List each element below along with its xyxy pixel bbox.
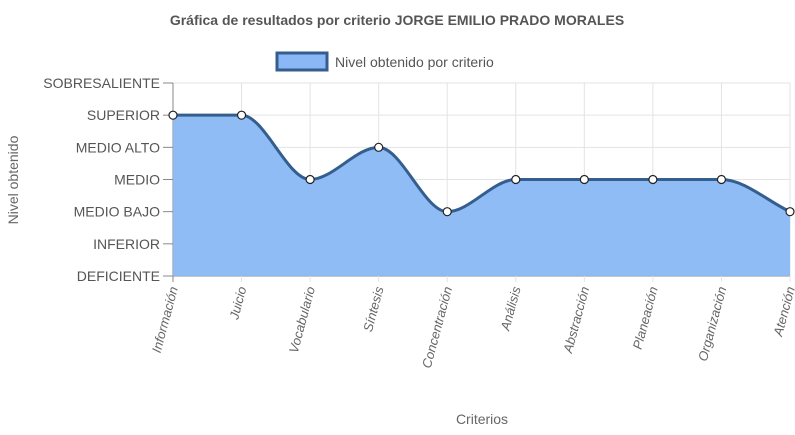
x-tick-label: Abstracción [560,285,592,355]
y-axis-ticks: DEFICIENTE INFERIOR MEDIO BAJO MEDIO MEDIO A… [43,75,160,284]
data-point[interactable] [648,174,658,185]
data-point[interactable] [168,110,178,120]
chart-title: Gráfica de resultados por criterio JORGE… [170,12,624,28]
x-tick-label: Organización [695,285,729,363]
x-tick-label: Información [149,285,181,354]
data-point[interactable] [442,207,452,217]
y-tick-label: SUPERIOR [87,107,160,123]
data-point[interactable] [785,207,795,217]
x-tick-label: Síntesis [360,284,387,333]
legend[interactable]: Nivel obtenido por criterio [275,51,494,72]
y-tick-label: SOBRESALIENTE [43,75,160,91]
y-tick-label: INFERIOR [93,236,160,252]
data-point[interactable] [716,174,727,185]
x-tick-label: Planeación [630,285,661,351]
x-tick-label: Análisis [497,284,523,333]
y-tick-label: MEDIO ALTO [76,139,160,155]
data-point[interactable] [511,174,521,185]
y-tick-label: DEFICIENTE [77,268,160,284]
x-tick-label: Atención [770,285,795,339]
plot-area [173,113,791,277]
data-points [168,110,795,217]
y-tick-label: MEDIO BAJO [74,204,160,220]
data-point[interactable] [579,174,589,185]
x-tick-label: Vocabulario [286,285,318,355]
y-axis-title: Nivel obtenido [5,135,21,224]
data-point[interactable] [305,174,315,185]
x-tick-label: Juicio [226,285,249,322]
data-point[interactable] [374,142,384,152]
x-tick-label: Concentración [419,285,455,370]
legend-swatch [275,51,329,72]
x-axis-ticks: Información Juicio Vocabulario Síntesis Conc… [149,284,795,369]
x-axis-title: Criterios [456,411,508,427]
legend-label: Nivel obtenido por criterio [335,54,494,70]
series-line [173,113,791,214]
y-tick-label: MEDIO [114,172,160,188]
data-point[interactable] [236,110,247,120]
